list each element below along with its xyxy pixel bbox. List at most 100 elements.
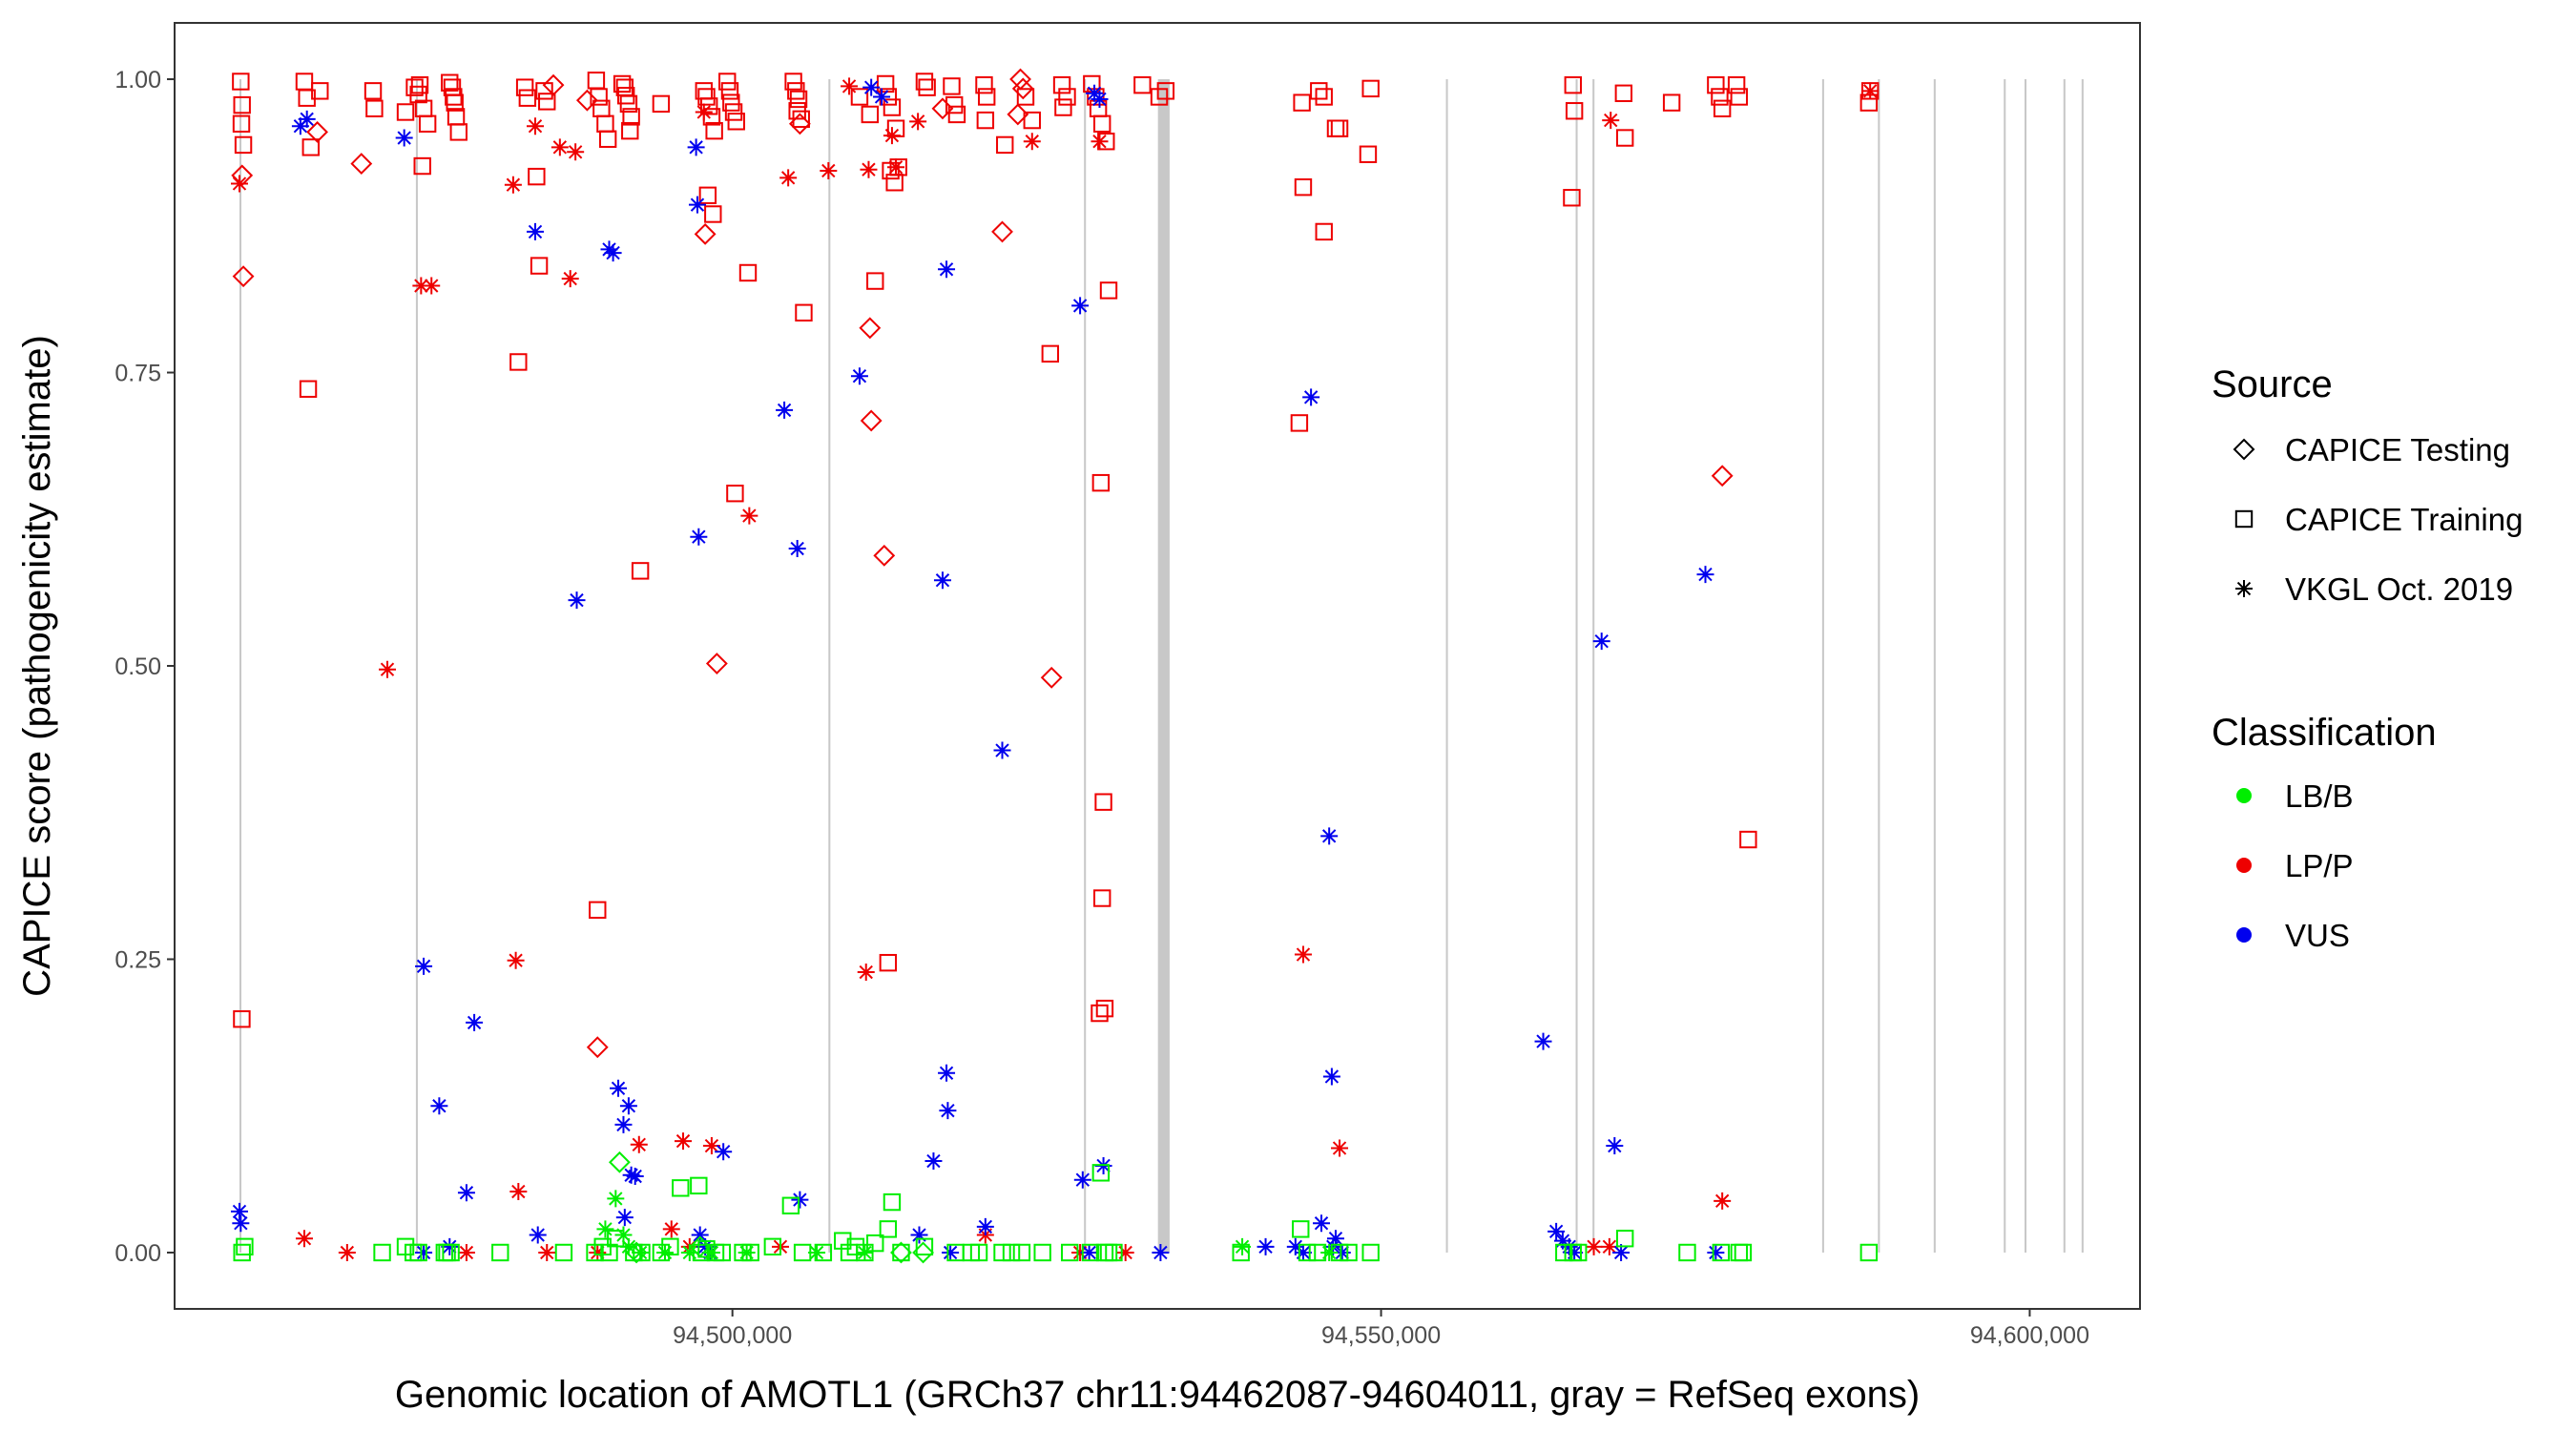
point-train-lp (445, 88, 463, 106)
point-train-lp (590, 88, 608, 106)
y-tick-label: 0.00 (114, 1240, 161, 1267)
point-train-lp (1290, 414, 1309, 432)
point-train-lb (233, 1243, 251, 1262)
point-vkgl-lp (378, 660, 396, 678)
point-train-lp (718, 73, 737, 91)
point-train-lp (619, 94, 638, 114)
legend-label-vkgl: VKGL Oct. 2019 (2285, 571, 2513, 607)
point-train-lp (727, 113, 745, 131)
point-train-lp (1052, 75, 1071, 94)
point-vkgl-vus (687, 138, 705, 156)
point-train-lp (1016, 88, 1035, 106)
point-vkgl-vus (924, 1152, 943, 1171)
point-vkgl-vus (1326, 1230, 1344, 1248)
exon-band (1575, 79, 1578, 1253)
point-vkgl-lp (338, 1243, 356, 1261)
point-train-lp (413, 156, 431, 176)
legend-label-vus: VUS (2285, 918, 2350, 953)
point-train-lp (945, 95, 964, 114)
point-vkgl-lp (630, 1135, 648, 1153)
point-vkgl-lp (1714, 1192, 1732, 1210)
point-vkgl-vus (529, 1226, 547, 1244)
exon-band (1157, 79, 1170, 1253)
point-train-lp (1727, 75, 1746, 94)
point-train-lb (915, 1237, 934, 1256)
point-train-lb (1002, 1243, 1021, 1262)
point-vkgl-vus (1286, 1237, 1304, 1255)
point-vkgl-lp (295, 1230, 313, 1248)
exon-band (2063, 79, 2066, 1253)
point-test-lb (890, 1241, 912, 1264)
point-vkgl-vus (1566, 1243, 1584, 1261)
exon-band (1878, 79, 1880, 1253)
y-tick-label: 0.50 (114, 653, 161, 680)
point-vkgl-lp (883, 127, 901, 145)
point-vkgl-vus (776, 401, 794, 419)
point-train-lp (232, 114, 251, 133)
point-train-lp (530, 257, 549, 275)
point-train-lp (299, 380, 318, 398)
point-train-lb (763, 1237, 782, 1256)
point-train-lp (232, 73, 250, 91)
exon-band (1445, 79, 1448, 1253)
point-test-lp (306, 120, 328, 143)
point-train-lb (1298, 1243, 1317, 1262)
point-vkgl-vus (1548, 1222, 1566, 1240)
point-train-lp (613, 74, 632, 93)
point-vkgl-vus (1091, 90, 1109, 108)
point-train-lp (720, 82, 739, 100)
point-vkgl-lp (857, 964, 875, 982)
point-test-lp (705, 653, 728, 674)
point-vkgl-lp (1331, 1139, 1349, 1157)
point-test-lp (350, 153, 373, 176)
point-vkgl-vus (291, 117, 309, 135)
point-train-lp (943, 77, 961, 95)
exon-band (1933, 79, 1936, 1253)
y-tick-label: 1.00 (114, 67, 161, 93)
point-train-lp (866, 272, 884, 290)
point-vkgl-vus (976, 1217, 994, 1235)
point-vkgl-lb (614, 1226, 633, 1244)
point-vkgl-vus (938, 260, 956, 279)
point-train-lp (1091, 1004, 1109, 1023)
point-train-lp (726, 485, 744, 503)
point-train-lb (1081, 1243, 1100, 1262)
point-test-lb (689, 1235, 712, 1258)
point-train-lb (866, 1234, 884, 1253)
point-train-lb (892, 1243, 910, 1262)
point-vkgl-vus (910, 1226, 928, 1244)
point-train-lp (1859, 93, 1879, 112)
legend-source-title: Source (2212, 363, 2333, 405)
point-train-lp (1023, 111, 1041, 130)
point-vkgl-vus (938, 1064, 956, 1082)
point-train-lp (1359, 145, 1378, 163)
point-train-lb (1615, 1230, 1634, 1248)
point-train-lp (918, 78, 936, 96)
point-train-lp (1310, 82, 1328, 100)
point-train-lp (515, 78, 534, 96)
point-train-lb (993, 1243, 1011, 1262)
point-train-lp (698, 186, 717, 204)
point-vkgl-lb (655, 1243, 674, 1261)
point-vkgl-lp (567, 143, 585, 161)
point-train-lb (491, 1243, 509, 1262)
point-vkgl-vus (993, 741, 1011, 759)
point-vkgl-lp (230, 175, 248, 193)
point-vkgl-lp (423, 277, 441, 295)
x-axis: 94,500,000 94,550,000 94,600,000 (673, 1309, 2089, 1349)
legend-class-title: Classification (2212, 712, 2437, 754)
point-train-lp (792, 110, 810, 129)
point-train-lp (622, 108, 640, 126)
point-vkgl-vus (395, 129, 413, 147)
exon-band-layer (239, 79, 2084, 1253)
point-train-lp (1330, 119, 1349, 137)
point-vkgl-vus (619, 1097, 637, 1115)
point-vkgl-vus (1257, 1237, 1275, 1255)
point-train-lp (1087, 88, 1105, 106)
point-vkgl-lb (702, 1243, 720, 1261)
point-vkgl-vus (1534, 1032, 1552, 1050)
point-vkgl-lp (1294, 945, 1312, 964)
point-train-lp (996, 135, 1014, 155)
exon-band (239, 79, 242, 1253)
point-test-lp (542, 73, 565, 96)
